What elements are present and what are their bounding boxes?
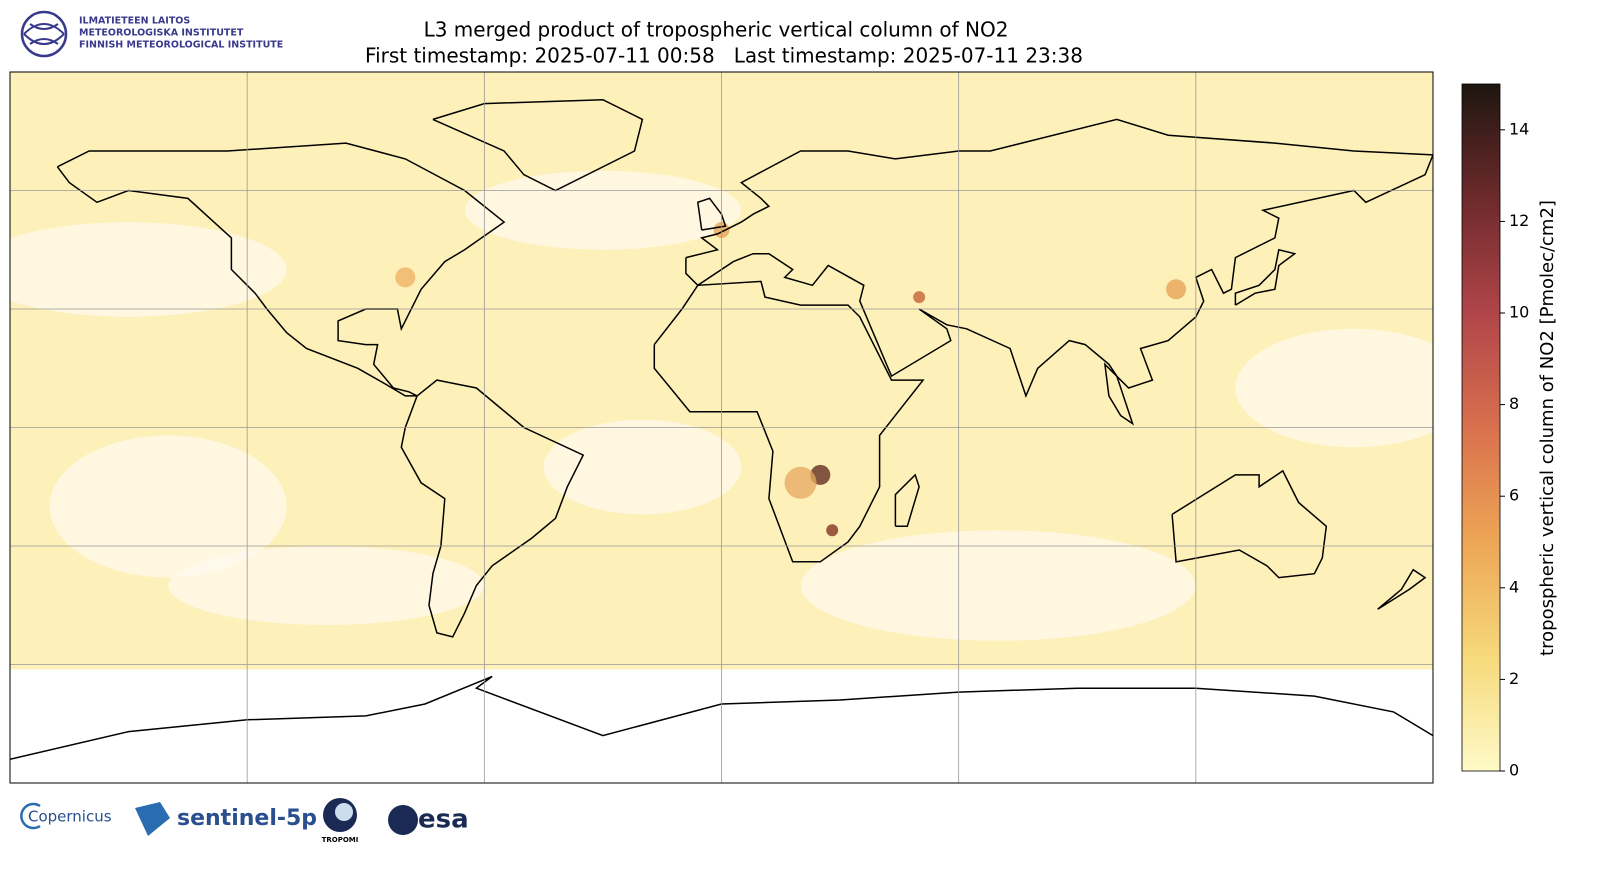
hotspot <box>395 267 416 288</box>
colorbar-tick-label: 12 <box>1509 211 1529 230</box>
colorbar-tick-label: 4 <box>1509 577 1519 596</box>
logo-text: sentinel-5p <box>177 806 317 831</box>
coastline <box>1377 568 1427 610</box>
colorbar-tick-label: 8 <box>1509 394 1519 413</box>
map <box>10 72 1433 783</box>
colorbar-tick-label: 10 <box>1509 303 1529 322</box>
coastline <box>1234 248 1297 306</box>
no-data <box>10 222 287 317</box>
map-frame <box>9 71 1434 784</box>
hotspot <box>826 524 839 537</box>
institute-line: ILMATIETEEN LAITOS <box>79 16 190 27</box>
no-data <box>1235 328 1433 448</box>
hotspot <box>784 466 817 499</box>
coastline <box>653 280 925 563</box>
subtitle: First timestamp: 2025-07-11 00:58 Last t… <box>365 44 1083 68</box>
coastline <box>894 473 920 528</box>
logo-text: Copernicus <box>28 808 112 826</box>
institute-line: METEOROLOGISKA INSTITUTET <box>79 28 244 39</box>
colorbar-tick-label: 14 <box>1509 119 1529 138</box>
hotspot <box>1166 279 1187 300</box>
no-data <box>543 419 742 515</box>
no-data <box>49 435 287 578</box>
coastline <box>685 118 1433 426</box>
logo-text: TROPOMI <box>322 836 359 844</box>
colorbar-label: tropospheric vertical column of NO2 [Pmo… <box>1537 200 1558 656</box>
coastline <box>1171 469 1328 579</box>
colorbar-tick-label: 0 <box>1509 761 1519 780</box>
coastline <box>10 675 1433 761</box>
logo-text: esa <box>418 805 469 835</box>
no-data <box>800 530 1196 641</box>
no-data <box>464 170 742 250</box>
institute-logo: ILMATIETEEN LAITOS METEOROLOGISKA INSTIT… <box>20 10 283 58</box>
colorbar <box>1461 83 1501 772</box>
coastline <box>432 98 644 192</box>
hotspot <box>913 291 926 304</box>
footer-logos: Copernicus sentinel-5p TROPOMI esa <box>20 798 469 844</box>
colorbar-tick-label: 2 <box>1509 669 1519 688</box>
institute-line: FINNISH METEOROLOGICAL INSTITUTE <box>79 40 283 51</box>
title: L3 merged product of tropospheric vertic… <box>424 18 1009 42</box>
coastline <box>400 379 585 638</box>
colorbar-tick-label: 6 <box>1509 486 1519 505</box>
